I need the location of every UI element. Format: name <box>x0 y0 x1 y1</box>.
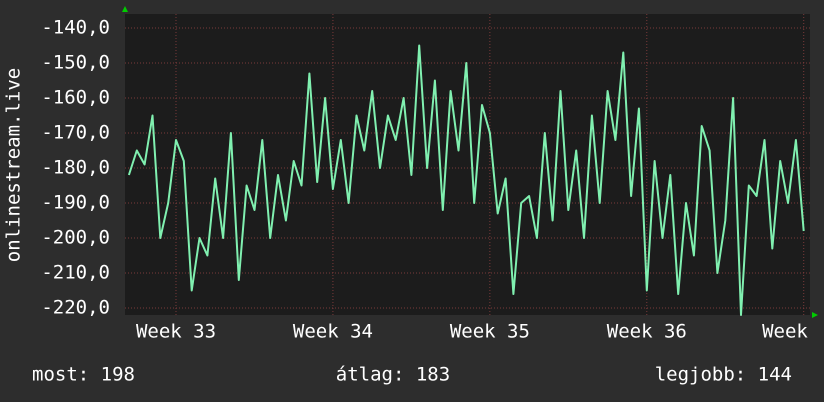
y-tick-label: -190,0 <box>41 192 110 214</box>
x-tick-label: Week 36 <box>607 321 687 343</box>
y-tick-label: -160,0 <box>41 87 110 109</box>
x-tick-label: Week 35 <box>450 321 530 343</box>
y-tick-label: -170,0 <box>41 122 110 144</box>
y-tick-label: -220,0 <box>41 297 110 319</box>
axis-arrow <box>122 6 128 12</box>
y-tick-label: -210,0 <box>41 262 110 284</box>
y-tick-label: -180,0 <box>41 157 110 179</box>
footer-average: átlag: 183 <box>336 364 450 386</box>
y-tick-label: -200,0 <box>41 227 110 249</box>
y-axis-label: onlinestream.live <box>3 68 25 262</box>
x-tick-label: Week 33 <box>136 321 216 343</box>
series-line <box>127 44 805 316</box>
axis-arrow <box>812 312 818 318</box>
footer-current: most: 198 <box>32 364 135 386</box>
y-tick-label: -150,0 <box>41 52 110 74</box>
x-tick-label: Week 34 <box>293 321 373 343</box>
footer-best: legjobb: 144 <box>655 364 792 386</box>
y-tick-label: -140,0 <box>41 17 110 39</box>
x-tick-label: Week <box>762 321 808 343</box>
